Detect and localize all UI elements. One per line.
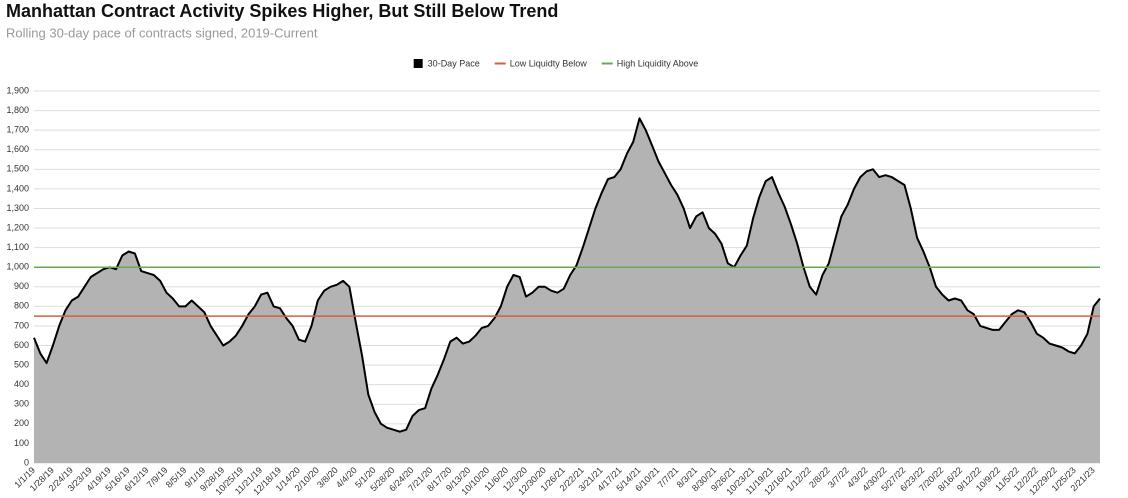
chart-title: Manhattan Contract Activity Spikes Highe… xyxy=(6,1,558,21)
y-tick-label: 1,800 xyxy=(6,105,29,115)
y-tick-label: 200 xyxy=(14,418,29,428)
y-tick-label: 300 xyxy=(14,399,29,409)
y-tick-label: 1,500 xyxy=(6,164,29,174)
y-tick-label: 1,100 xyxy=(6,242,29,252)
legend-label: High Liquidity Above xyxy=(617,58,699,68)
y-tick-label: 1,400 xyxy=(6,183,29,193)
y-tick-label: 1,000 xyxy=(6,262,29,272)
y-tick-label: 800 xyxy=(14,301,29,311)
y-tick-label: 1,200 xyxy=(6,222,29,232)
legend-label: 30-Day Pace xyxy=(428,58,480,68)
y-tick-label: 1,600 xyxy=(6,144,29,154)
y-tick-label: 400 xyxy=(14,379,29,389)
legend-swatch xyxy=(413,59,423,68)
y-tick-label: 100 xyxy=(14,438,29,448)
y-tick-label: 1,700 xyxy=(6,125,29,135)
y-tick-label: 1,300 xyxy=(6,203,29,213)
chart-subtitle: Rolling 30-day pace of contracts signed,… xyxy=(6,25,318,40)
area xyxy=(34,118,1100,464)
line xyxy=(33,117,1101,433)
y-tick-label: 700 xyxy=(14,320,29,330)
y-tick-label: 500 xyxy=(14,359,29,369)
legend: 30-Day Pace Low Liquidty Below High Liquid… xyxy=(413,58,699,68)
y-tick-label: 600 xyxy=(14,340,29,350)
y-tick-label: 1,900 xyxy=(6,85,29,95)
y-tick-label: 900 xyxy=(14,281,29,291)
y-tick-label: 0 xyxy=(24,457,29,467)
legend-label: Low Liquidty Below xyxy=(510,58,588,68)
